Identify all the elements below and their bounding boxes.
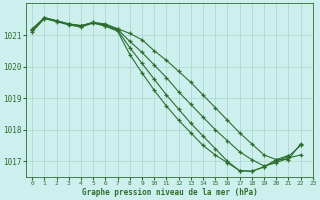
X-axis label: Graphe pression niveau de la mer (hPa): Graphe pression niveau de la mer (hPa): [82, 188, 257, 197]
